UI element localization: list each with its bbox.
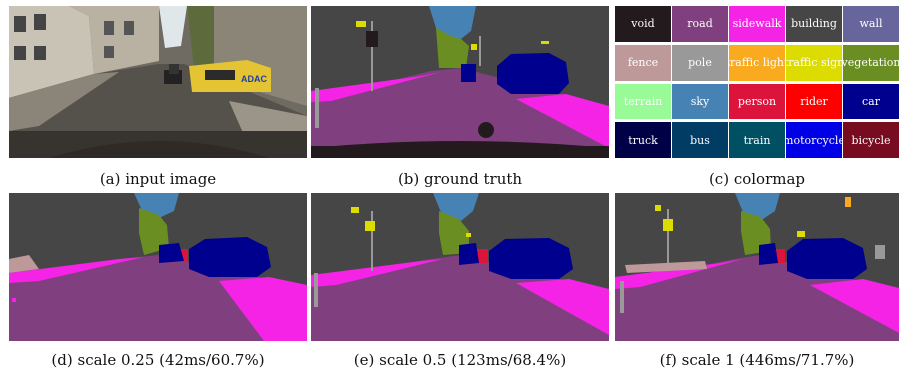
colormap-cell-motorcycle: motorcycle bbox=[786, 122, 842, 158]
colormap-cell-bicycle: bicycle bbox=[843, 122, 899, 158]
colormap-cell-void: void bbox=[615, 6, 671, 42]
colormap-cell-train: train bbox=[729, 122, 785, 158]
colormap-cell-vegetation: vegetation bbox=[843, 44, 899, 81]
input-street-photo: ADAC bbox=[9, 6, 307, 158]
input-image-panel: ADAC bbox=[9, 6, 307, 158]
caption-ground-truth: (b) ground truth bbox=[397, 170, 523, 188]
prediction-scale-025-panel bbox=[9, 193, 307, 341]
colormap-cell-pole: pole bbox=[672, 44, 728, 81]
colormap-cell-terrain: terrain bbox=[615, 83, 671, 120]
caption-colormap: (c) colormap bbox=[708, 170, 806, 188]
colormap-cell-person: person bbox=[729, 83, 785, 120]
caption-scale-1: (f) scale 1 (446ms/71.7%) bbox=[659, 351, 855, 369]
colormap-cell-wall: wall bbox=[843, 6, 899, 42]
caption-input-image: (a) input image bbox=[99, 170, 217, 188]
caption-scale-05: (e) scale 0.5 (123ms/68.4%) bbox=[353, 351, 567, 369]
colormap-cell-traffic-sign: traffic sign bbox=[786, 44, 842, 81]
ground-truth-panel bbox=[311, 6, 609, 158]
colormap-legend: void road sidewalk building wall fence p… bbox=[615, 6, 899, 158]
colormap-cell-bus: bus bbox=[672, 122, 728, 158]
colormap-cell-fence: fence bbox=[615, 44, 671, 81]
colormap-cell-sky: sky bbox=[672, 83, 728, 120]
colormap-cell-rider: rider bbox=[786, 83, 842, 120]
colormap-cell-sidewalk: sidewalk bbox=[729, 6, 785, 42]
caption-scale-025: (d) scale 0.25 (42ms/60.7%) bbox=[51, 351, 265, 369]
adac-car-text: ADAC bbox=[241, 74, 267, 84]
prediction-scale-1 bbox=[615, 193, 899, 341]
prediction-scale-05 bbox=[311, 193, 609, 341]
colormap-cell-road: road bbox=[672, 6, 728, 42]
prediction-scale-025 bbox=[9, 193, 307, 341]
prediction-scale-05-panel bbox=[311, 193, 609, 341]
ground-truth-segmentation bbox=[311, 6, 609, 158]
colormap-cell-car: car bbox=[843, 83, 899, 120]
colormap-cell-truck: truck bbox=[615, 122, 671, 158]
prediction-scale-1-panel bbox=[615, 193, 899, 341]
colormap-cell-building: building bbox=[786, 6, 842, 42]
